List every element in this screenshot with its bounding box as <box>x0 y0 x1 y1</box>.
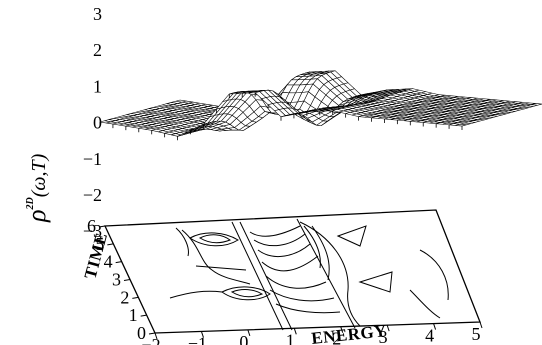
energy-tick-mark <box>433 323 437 330</box>
energy-tick-label: −1 <box>188 333 207 345</box>
contour-right-3 <box>409 289 441 319</box>
contour-lens-upper-inner <box>198 234 232 244</box>
contour-lens-upper <box>189 232 239 247</box>
contour-mid-6 <box>269 289 335 302</box>
z-axis-ticks: 3 2 1 0 −1 −2 −3 <box>83 4 102 241</box>
contour-right-1 <box>299 221 361 327</box>
energy-tick-mark <box>293 328 297 335</box>
energy-tick-label: 0 <box>239 332 248 345</box>
energy-tick-label: 3 <box>379 327 388 345</box>
energy-axis-ticks: −2 −1 0 1 2 3 4 5 <box>141 321 483 345</box>
contour-lens-lower-inner <box>230 289 264 298</box>
time-tick-mark <box>107 243 114 246</box>
z-tick-label: 2 <box>93 40 102 60</box>
energy-tick-label: −2 <box>141 335 160 345</box>
time-tick-mark <box>123 279 131 281</box>
energy-tick-mark <box>200 331 204 338</box>
energy-tick-mark <box>247 329 251 337</box>
contour-lens-lower <box>221 286 271 301</box>
contour-mid-1 <box>249 225 301 237</box>
time-tick-label: 0 <box>137 323 146 343</box>
surface-mesh <box>99 70 542 141</box>
contour-mid-5 <box>265 275 327 289</box>
z-axis-label: ρ2D(ω,T) <box>22 153 51 223</box>
contour-left-c <box>169 290 223 299</box>
energy-tick-label: 4 <box>425 326 434 345</box>
time-tick-label: 3 <box>112 270 121 290</box>
z-axis-superscript: 2D <box>25 197 36 210</box>
z-tick-label: 3 <box>93 4 102 24</box>
contour-base-plane <box>104 209 481 334</box>
contour-mid-3 <box>257 243 311 258</box>
z-tick-label: 0 <box>93 113 102 133</box>
contour-right-tri-lower <box>358 271 393 293</box>
contour-lines <box>169 218 449 331</box>
z-tick-label: −1 <box>83 149 102 169</box>
z-tick-label: −3 <box>83 221 102 241</box>
contour-left-b <box>195 265 247 271</box>
energy-tick-mark <box>386 324 390 332</box>
base-plane-outline <box>104 209 481 334</box>
contour-right-tri-upper <box>336 225 367 247</box>
contour-boundary-1 <box>296 218 356 329</box>
z-tick-label: −2 <box>83 185 102 205</box>
z-axis-symbol: ρ <box>22 210 51 223</box>
time-tick-mark <box>148 332 156 335</box>
z-tick-label: 1 <box>93 76 102 96</box>
contour-boundary-2 <box>231 221 284 331</box>
svg-text:ρ2D(ω,T): ρ2D(ω,T) <box>22 153 51 223</box>
contour-mid-8 <box>303 225 321 269</box>
energy-tick-label: 1 <box>286 330 295 345</box>
surface-facet <box>455 123 467 127</box>
contour-left-a <box>181 229 251 285</box>
energy-tick-mark <box>479 321 483 329</box>
z-axis-args: (ω,T) <box>28 153 50 197</box>
contour-mid-4 <box>261 255 319 272</box>
time-tick-label: 6 <box>87 216 96 236</box>
time-tick-mark <box>132 296 139 299</box>
contour-mid-7 <box>275 303 341 314</box>
time-tick-mark <box>115 261 122 264</box>
time-tick-label: 2 <box>120 287 129 307</box>
energy-tick-mark <box>154 332 158 340</box>
time-tick-label: 4 <box>104 252 113 272</box>
time-tick-mark <box>98 225 106 228</box>
time-tick-label: 5 <box>95 234 104 254</box>
energy-axis-label: ENERGY <box>310 321 387 345</box>
energy-tick-mark <box>340 326 344 333</box>
time-tick-label: 1 <box>129 305 138 325</box>
contour-left-d <box>175 227 189 257</box>
energy-tick-label: 2 <box>332 329 341 345</box>
time-tick-mark <box>140 314 147 317</box>
energy-tick-label: 5 <box>472 324 481 344</box>
contour-right-2 <box>419 249 449 301</box>
contour-mid-2 <box>253 233 306 247</box>
